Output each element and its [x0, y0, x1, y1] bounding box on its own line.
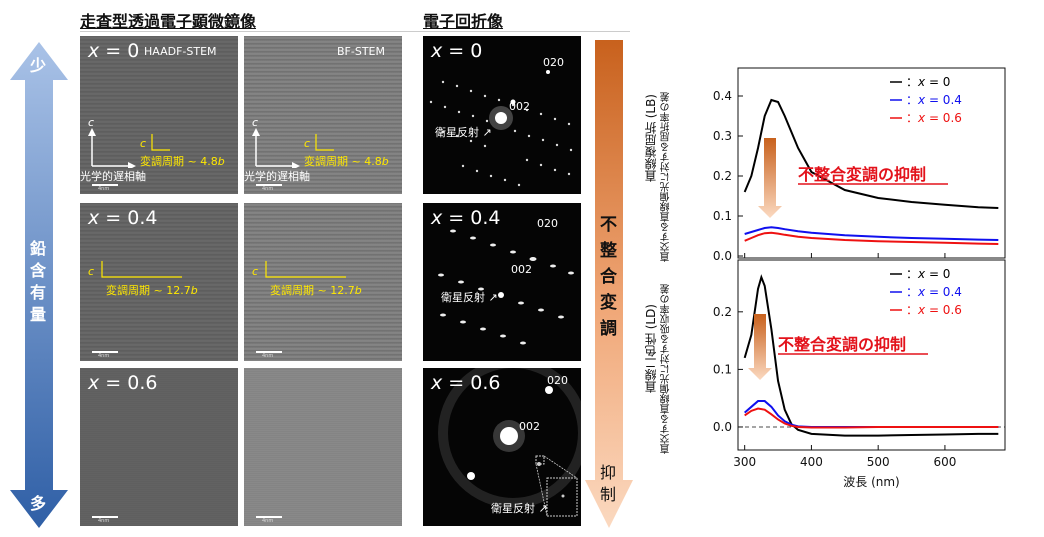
lead-content-arrow — [10, 42, 68, 528]
ld-xtick-label: 300 — [733, 455, 756, 469]
lb-ylabel-sub: 直交する直線偏光に対する屈折率の差 — [661, 92, 672, 262]
ld-suppression-arrow — [748, 314, 772, 380]
lb-plot-frame — [737, 67, 1006, 259]
lb-ytick-label: 0.2 — [713, 169, 732, 183]
diffraction-header: 電子回折像 — [423, 12, 504, 31]
reflection-020-label: 020 — [537, 217, 558, 230]
diffraction-pattern — [438, 229, 574, 345]
lb-ytick-label: 0.4 — [713, 89, 732, 103]
optic-axis-label: 光学的遅相軸 — [80, 170, 146, 183]
ld-series-line — [744, 407, 999, 429]
c-marker-label: c — [252, 265, 259, 278]
c-axis-label: c — [88, 116, 95, 129]
diffraction-pattern — [438, 368, 581, 517]
ld-xlabel: 波長 (nm) — [843, 475, 899, 489]
diffraction-pattern — [429, 70, 573, 187]
c-marker-label: c — [140, 137, 147, 150]
scale-label: 4nm — [262, 186, 274, 192]
satellite-reflection-label: 衛星反射 ↗ — [491, 502, 548, 515]
ld-ytick-label: 0.0 — [713, 420, 732, 434]
scale-bar — [256, 184, 282, 186]
period-marker-icon — [101, 261, 182, 278]
scale-bar — [256, 516, 282, 518]
reflection-020-label: 020 — [543, 56, 564, 69]
c-axis-icon — [252, 128, 300, 168]
modulation-period-label: 変調周期 ~ 4.8b — [304, 155, 389, 168]
bf-stem-image-x04: c 変調周期 ~ 12.7b 4nm — [244, 203, 402, 361]
bf-stem-image-x0: BF-STEM c 光学的遅相軸 c 変調周期 ~ 4.8b 4nm — [244, 36, 402, 194]
ld-legend-entry: ：x = 0 — [906, 267, 950, 281]
lb-annotation: 不整合変調の抑制 — [798, 165, 926, 184]
ld-ylabel: 直線二色性 (LD) — [644, 304, 658, 394]
optic-axis-label: 光学的遅相軸 — [244, 170, 310, 183]
header-rule — [80, 31, 630, 32]
scale-label: 4nm — [98, 353, 110, 359]
period-marker-icon — [151, 134, 170, 151]
lead-arrow-middle-label: 鉛含有量 — [30, 239, 47, 324]
scale-label: 4nm — [98, 186, 110, 192]
scale-bar — [92, 351, 118, 353]
lb-ytick-label: 0.0 — [713, 249, 732, 263]
stem-header: 走査型透過電子顕微鏡像 — [80, 12, 257, 31]
lb-series-line — [744, 231, 999, 245]
scale-bar — [92, 516, 118, 518]
c-marker-label: c — [304, 137, 311, 150]
modulation-period-label: 変調周期 ~ 12.7b — [270, 284, 362, 297]
modulation-period-label: 変調周期 ~ 12.7b — [106, 284, 198, 297]
scale-label: 4nm — [262, 353, 274, 359]
satellite-reflection-label: 衛星反射 ↗ — [435, 126, 492, 139]
c-axis-icon — [88, 128, 136, 168]
lead-arrow-bottom-label: 多 — [30, 494, 47, 513]
modulation-period-label: 変調周期 ~ 4.8b — [140, 155, 225, 168]
c-marker-label: c — [88, 265, 95, 278]
bf-stem-image-x06: 4nm — [244, 368, 402, 526]
period-marker-icon — [265, 261, 346, 278]
lb-legend-entry: ：x = 0 — [906, 75, 950, 89]
spectra-charts: 0.4 0.3 0.2 0.1 0.0 ：x = 0 ：x = 0.4 ：x = 0.6 不整合… — [713, 67, 1006, 489]
lb-suppression-arrow — [758, 138, 782, 218]
scale-label: 4nm — [98, 518, 110, 524]
lb-ylabel: 直線複屈折 (LB) — [644, 94, 658, 183]
ld-series-line — [743, 274, 999, 437]
ld-xtick-label: 600 — [933, 455, 956, 469]
ld-ytick-label: 0.2 — [713, 305, 732, 319]
lb-series-line — [743, 98, 999, 209]
ld-xtick-label: 400 — [800, 455, 823, 469]
reflection-002-label: 002 — [509, 100, 530, 113]
lb-legend-entry: ：x = 0.4 — [906, 93, 962, 107]
ld-legend-entry: ：x = 0.6 — [906, 303, 962, 317]
mid-arrow-top-label: 不整合変調 — [600, 215, 617, 339]
diffraction-image-x04: x = 0.4 020 002 衛星反射 ↗ — [423, 203, 581, 361]
diffraction-image-x0: x = 0 020 002 衛星反射 ↗ — [423, 36, 581, 194]
scale-bar — [256, 351, 282, 353]
haadf-stem-image-x0: x = 0 HAADF-STEM c 光学的遅相軸 c 変調周期 ~ 4.8b … — [80, 36, 238, 194]
lead-arrow-top-label: 少 — [30, 56, 47, 75]
reflection-002-label: 002 — [511, 263, 532, 276]
lb-ytick-label: 0.3 — [713, 129, 732, 143]
ld-legend-entry: ：x = 0.4 — [906, 285, 962, 299]
haadf-stem-label: HAADF-STEM — [144, 45, 217, 58]
satellite-reflection-label: 衛星反射 ↗ — [441, 291, 498, 304]
bf-stem-label: BF-STEM — [337, 45, 385, 58]
diffraction-image-x06: x = 0.6 020 002 衛星反射 ↗ — [423, 368, 581, 526]
modulation-suppression-arrow — [585, 40, 633, 528]
lb-legend-entry: ：x = 0.6 — [906, 111, 962, 125]
period-marker-icon — [315, 134, 334, 151]
scale-bar — [92, 184, 118, 186]
ld-ylabel-sub: 直交する直線偏光に対する吸収率の差 — [661, 284, 672, 454]
mid-arrow-bottom-label: 抑制 — [600, 463, 617, 504]
lb-ytick-label: 0.1 — [713, 209, 732, 223]
c-axis-label: c — [252, 116, 259, 129]
scale-label: 4nm — [262, 518, 274, 524]
ld-xtick-label: 500 — [867, 455, 890, 469]
haadf-stem-image-x06: x = 0.6 4nm — [80, 368, 238, 526]
reflection-020-label: 020 — [547, 374, 568, 387]
reflection-002-label: 002 — [519, 420, 540, 433]
lb-series-line — [744, 226, 999, 241]
ld-ytick-label: 0.1 — [713, 362, 732, 376]
ld-annotation: 不整合変調の抑制 — [778, 335, 906, 354]
haadf-stem-image-x04: x = 0.4 c 変調周期 ~ 12.7b 4nm — [80, 203, 238, 361]
ld-plot-frame — [737, 259, 1006, 451]
